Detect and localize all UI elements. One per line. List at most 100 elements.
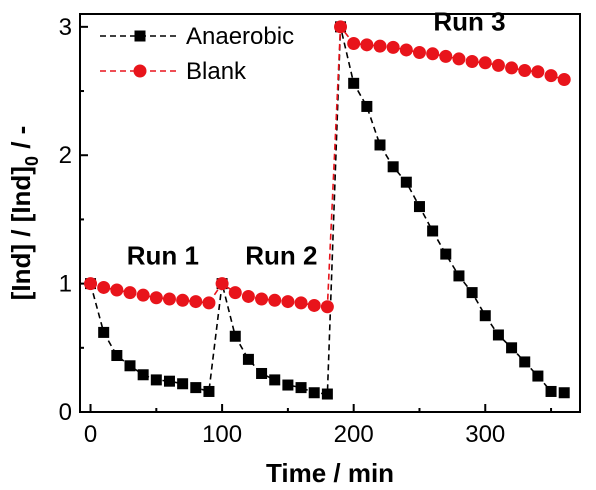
data-point <box>137 369 149 381</box>
data-point <box>558 387 570 399</box>
x-tick-label: 300 <box>465 421 505 448</box>
data-point <box>320 300 334 314</box>
data-point <box>439 49 453 63</box>
y-axis-title-main: [Ind] / [Ind] <box>6 166 36 300</box>
y-axis-title-tail: / - <box>6 126 36 156</box>
data-point <box>466 287 478 299</box>
data-point <box>150 374 162 386</box>
data-point <box>149 291 163 305</box>
axis-ticks: 0 100 200 300 0 1 2 3 <box>59 14 553 448</box>
y-axis-title: [Ind] / [Ind]0 / - <box>6 126 42 301</box>
data-point <box>282 379 294 391</box>
data-point <box>190 382 202 394</box>
data-point <box>256 367 268 379</box>
data-point <box>374 139 386 151</box>
data-point <box>491 58 505 72</box>
x-tick-label: 0 <box>84 421 97 448</box>
data-point <box>452 52 466 66</box>
data-point <box>177 378 189 390</box>
data-point <box>478 56 492 70</box>
data-point <box>308 387 320 399</box>
data-point <box>348 77 360 89</box>
data-point <box>281 295 295 309</box>
x-tick-label: 100 <box>202 421 242 448</box>
data-point <box>162 292 176 306</box>
data-point <box>98 326 110 338</box>
data-point <box>228 286 242 300</box>
data-point <box>229 330 241 342</box>
data-point <box>84 277 98 291</box>
data-point <box>412 46 426 60</box>
data-point <box>532 370 544 382</box>
data-point <box>97 280 111 294</box>
legend: Anaerobic Blank <box>100 23 294 85</box>
data-point <box>531 65 545 79</box>
y-tick-label: 3 <box>59 14 72 41</box>
data-point <box>294 296 308 310</box>
data-point <box>136 288 150 302</box>
data-point <box>255 292 269 306</box>
data-point <box>241 289 255 303</box>
x-tick-label: 200 <box>334 421 374 448</box>
series-layer <box>84 20 571 400</box>
legend-label: Anaerobic <box>186 23 294 50</box>
annotations: Run 1 Run 2 Run 3 <box>127 7 506 271</box>
data-point <box>215 277 229 291</box>
data-point <box>295 382 307 394</box>
data-point <box>123 286 137 300</box>
data-point <box>465 55 479 69</box>
y-tick-label: 2 <box>59 142 72 169</box>
data-point <box>176 293 190 307</box>
data-point <box>557 72 571 86</box>
data-point <box>307 298 321 312</box>
data-point <box>506 342 518 354</box>
axis-titles: Time / min [Ind] / [Ind]0 / - <box>6 126 394 488</box>
data-point <box>111 350 123 362</box>
data-point <box>334 20 348 34</box>
data-point <box>347 37 361 51</box>
data-point <box>373 39 387 53</box>
data-point <box>400 176 412 188</box>
data-point <box>163 375 175 387</box>
data-point <box>545 385 557 397</box>
data-point <box>453 270 465 282</box>
legend-marker <box>134 30 146 42</box>
series-anaerobic <box>85 21 570 400</box>
data-point <box>202 296 216 310</box>
data-point <box>505 61 519 75</box>
data-point <box>544 69 558 83</box>
data-point <box>110 283 124 297</box>
data-point <box>361 100 373 112</box>
run-label: Run 2 <box>245 240 317 270</box>
y-axis-title-subscript: 0 <box>22 156 42 166</box>
series-blank <box>84 20 571 314</box>
data-point <box>386 40 400 54</box>
plot-frame <box>79 13 581 413</box>
data-point <box>242 353 254 365</box>
x-axis-title: Time / min <box>266 458 394 488</box>
data-point <box>519 356 531 368</box>
data-point <box>479 310 491 322</box>
data-point <box>387 161 399 173</box>
run-label: Run 1 <box>127 240 199 270</box>
data-point <box>413 201 425 213</box>
data-point <box>189 295 203 309</box>
legend-marker <box>133 64 147 78</box>
data-point <box>124 360 136 372</box>
data-point <box>321 388 333 400</box>
data-point <box>203 385 215 397</box>
data-point <box>440 248 452 260</box>
data-point <box>427 225 439 237</box>
legend-label: Blank <box>186 58 247 85</box>
plot-border <box>79 13 581 413</box>
data-point <box>426 47 440 61</box>
run-label: Run 3 <box>433 7 505 37</box>
data-point <box>492 329 504 341</box>
data-point <box>269 374 281 386</box>
data-point <box>399 43 413 57</box>
y-tick-label: 0 <box>59 399 72 426</box>
y-tick-label: 1 <box>59 271 72 298</box>
data-point <box>518 63 532 77</box>
data-point <box>360 38 374 52</box>
